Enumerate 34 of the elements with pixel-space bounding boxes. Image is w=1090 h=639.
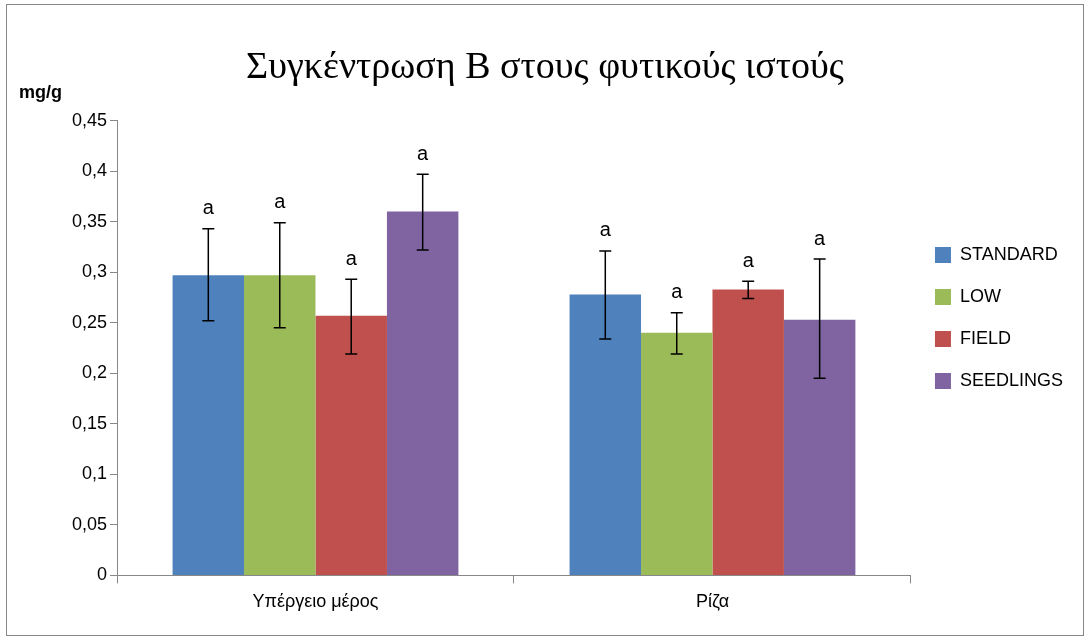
legend-label: STANDARD [959,243,1058,264]
y-tick-label: 0,25 [71,311,107,332]
y-tick-label: 0,15 [71,412,107,433]
y-tick-label: 0,05 [71,513,107,534]
annotation: a [274,190,287,213]
y-tick-label: 0,3 [81,261,107,282]
bar [712,289,784,575]
legend-label: FIELD [959,327,1011,348]
x-tick-label: Ρίζα [695,591,730,612]
y-tick-label: 0,35 [71,210,107,231]
annotation: a [345,246,358,269]
y-tick-label: 0,45 [71,109,107,130]
chart-title: Συγκέντρωση Β στους φυτικούς ιστούς [246,43,844,86]
bar [569,294,642,575]
legend-label: LOW [959,285,1001,306]
legend-label: SEEDLINGS [959,369,1064,390]
y-tick-label: 0,4 [81,160,107,181]
y-tick-label: 0,2 [81,362,107,383]
bar [783,319,856,575]
annotation: a [671,280,684,303]
annotation: a [417,141,430,164]
annotation: a [202,196,215,219]
annotation: a [814,226,827,249]
y-tick-label: 0,1 [81,463,107,484]
annotation: a [742,248,755,271]
y-tick-label: 0 [96,564,107,585]
bar [244,275,316,575]
bar [315,315,387,575]
y-axis-title: mg/g [19,81,62,102]
bar [386,211,459,575]
bar [172,275,245,575]
x-tick-label: Υπέργειο μέρος [252,591,379,612]
annotation: a [599,218,612,241]
bar [641,332,713,575]
